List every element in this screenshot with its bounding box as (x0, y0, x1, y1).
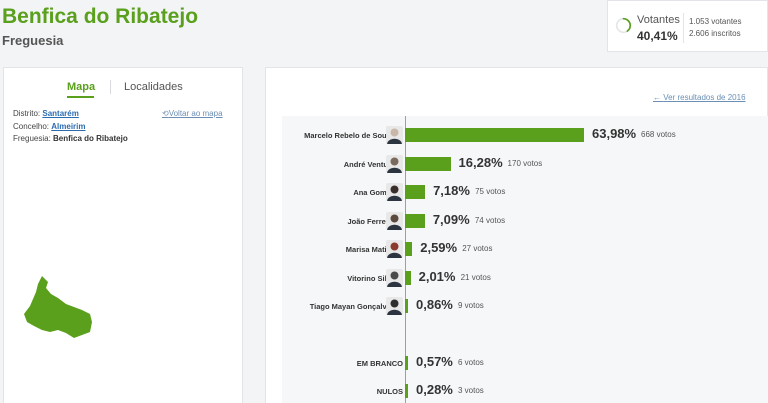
back-arrow-icon: ← (653, 93, 664, 102)
tab-localidades[interactable]: Localidades (124, 81, 183, 93)
result-bar (405, 128, 584, 142)
candidate-avatar (386, 155, 403, 173)
distrito-label: Distrito: (13, 109, 41, 118)
result-bar (405, 271, 411, 285)
candidate-name: Tiago Mayan Gonçalves (309, 301, 395, 311)
freguesia-map-shape[interactable] (24, 274, 96, 338)
undo-arrow-icon: ⟲ (162, 109, 169, 118)
result-percent: 2,01% (418, 269, 456, 284)
result-bar (405, 356, 408, 370)
votantes-label: Votantes (637, 14, 680, 26)
result-bar (405, 384, 408, 398)
result-bar (405, 242, 413, 256)
distrito-link[interactable]: Santarém (42, 109, 79, 118)
candidate-avatar (386, 240, 403, 258)
result-percent: 0,86% (416, 297, 453, 312)
page-subtitle: Freguesia (2, 33, 64, 48)
result-percent: 16,28% (458, 155, 503, 170)
candidate-avatar (386, 212, 403, 230)
result-votes: 9 votos (458, 301, 484, 310)
divider (683, 13, 684, 43)
candidate-row: André Ventura 16,28% 170 votos (282, 153, 768, 175)
result-percent: 7,09% (432, 212, 470, 227)
ver-resultados-label: Ver resultados de 2016 (663, 93, 746, 102)
result-bar (405, 299, 408, 313)
result-votes: 75 votos (475, 187, 506, 196)
result-percent: 0,57% (416, 354, 453, 369)
candidate-name: João Ferreira (347, 216, 395, 226)
result-bar (405, 157, 451, 171)
result-bar (405, 185, 426, 199)
result-percent: 7,18% (433, 183, 470, 198)
concelho-line: Concelho: Almeirim (13, 122, 86, 131)
candidate-row: Ana Gomes 7,18% 75 votos (282, 181, 768, 203)
result-votes: 21 votos (460, 273, 491, 282)
freguesia-line: Freguesia: Benfica do Ribatejo (13, 134, 128, 143)
candidate-name: Marisa Matias (345, 244, 395, 254)
result-votes: 668 votos (641, 130, 676, 139)
freguesia-value: Benfica do Ribatejo (53, 134, 128, 143)
tab-separator (110, 80, 111, 94)
candidate-row: Marisa Matias 2,59% 27 votos (282, 238, 768, 260)
candidate-name: EM BRANCO (356, 358, 403, 368)
active-tab-indicator (67, 96, 94, 98)
candidate-avatar (386, 183, 403, 201)
tab-mapa[interactable]: Mapa (67, 81, 96, 93)
inscritos-count: 2.606 inscritos (689, 29, 741, 38)
map-panel: Mapa Localidades ⟲Voltar ao mapa Distrit… (3, 67, 243, 403)
candidate-row: NULOS 0,28% 3 votos (282, 380, 768, 402)
candidate-name: NULOS (376, 386, 403, 396)
candidate-avatar (386, 126, 403, 144)
candidate-name: Ana Gomes (353, 187, 395, 197)
result-votes: 6 votos (458, 358, 484, 367)
votantes-percent: 40,41% (637, 29, 678, 43)
ver-resultados-2016-link[interactable]: ← Ver resultados de 2016 (653, 93, 746, 102)
result-votes: 170 votos (507, 159, 543, 168)
result-votes: 74 votos (474, 216, 506, 225)
voltar-ao-mapa-link[interactable]: ⟲Voltar ao mapa (162, 109, 223, 118)
candidate-row: João Ferreira 7,09% 74 votos (282, 210, 768, 232)
page-title: Benfica do Ribatejo (2, 5, 199, 28)
candidate-avatar (386, 297, 403, 315)
candidate-row: Marcelo Rebelo de Sousa 63,98% 668 votos (282, 124, 768, 146)
votantes-count: 1.053 votantes (689, 17, 742, 26)
result-percent: 0,28% (416, 382, 453, 397)
candidate-row: EM BRANCO 0,57% 6 votos (282, 352, 768, 374)
candidate-row: Vitorino Silva 2,01% 21 votos (282, 267, 768, 289)
result-bar (405, 214, 425, 228)
result-percent: 2,59% (420, 240, 458, 255)
candidate-avatar (386, 269, 403, 287)
results-bar-chart: Marcelo Rebelo de Sousa 63,98% 668 votos An… (282, 116, 768, 403)
result-percent: 63,98% (592, 126, 637, 141)
participation-ring-icon (615, 17, 632, 34)
concelho-label: Concelho: (13, 122, 50, 131)
concelho-link[interactable]: Almeirim (51, 122, 86, 131)
results-panel: ← Ver resultados de 2016 Marcelo Rebelo … (265, 67, 768, 403)
votantes-summary-card: Votantes 40,41% 1.053 votantes 2.606 ins… (607, 0, 768, 52)
result-votes: 3 votos (458, 386, 484, 395)
distrito-line: Distrito: Santarém (13, 109, 79, 118)
candidate-name: Vitorino Silva (347, 273, 395, 283)
candidate-name: Marcelo Rebelo de Sousa (304, 130, 395, 140)
chart-axis (405, 116, 406, 403)
result-votes: 27 votos (462, 244, 493, 253)
candidate-row: Tiago Mayan Gonçalves 0,86% 9 votos (282, 295, 768, 317)
voltar-label: Voltar ao mapa (168, 109, 223, 118)
candidate-name: André Ventura (343, 159, 395, 169)
freguesia-label: Freguesia: (13, 134, 51, 143)
